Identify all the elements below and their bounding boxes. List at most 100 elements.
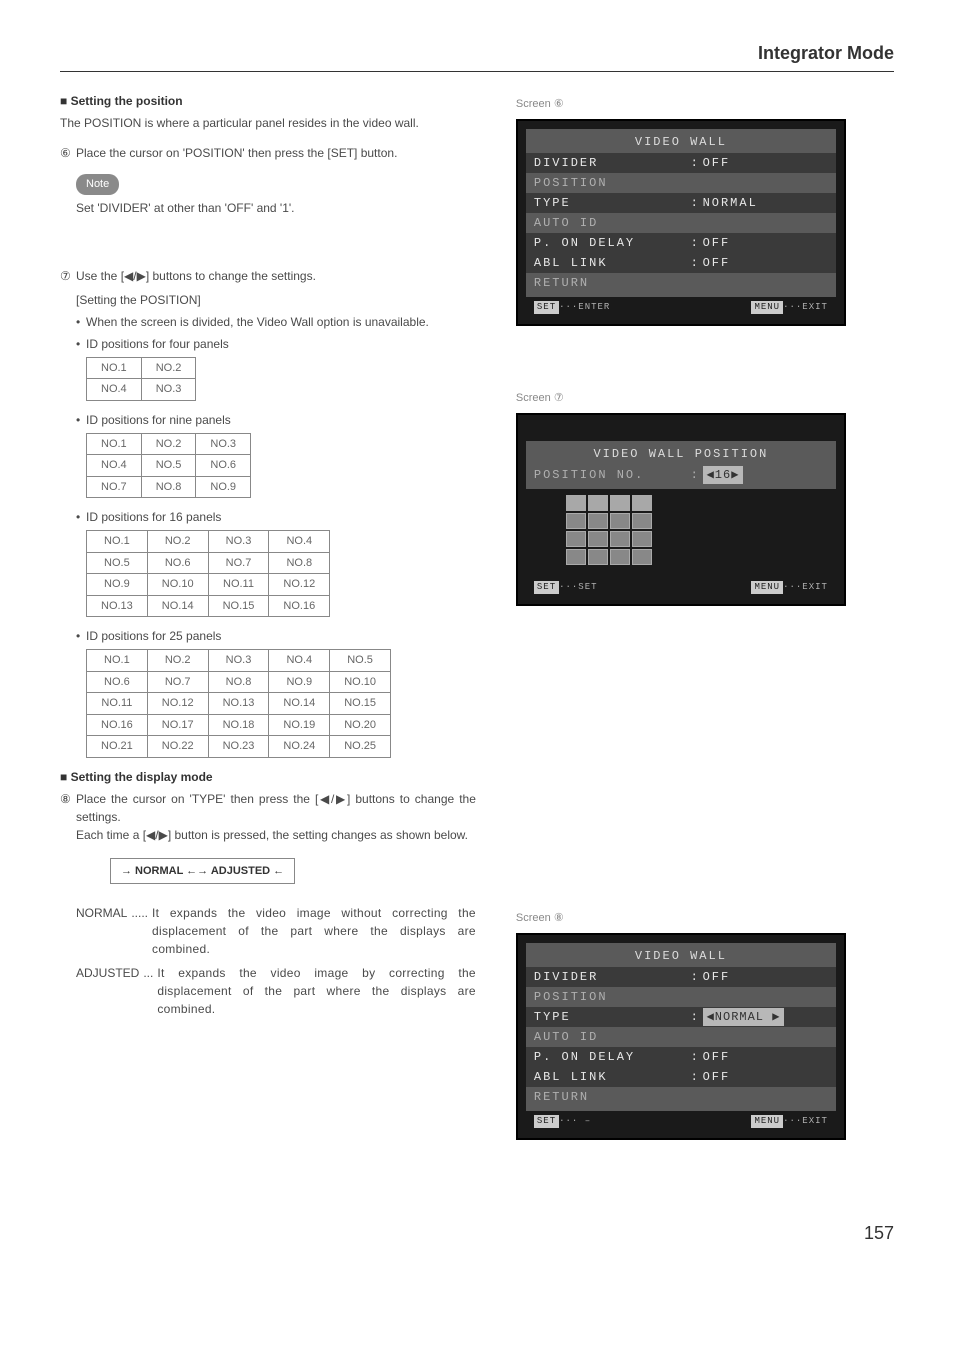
position-cell: [566, 495, 586, 511]
table-cell: NO.13: [87, 595, 148, 617]
position-bullets: When the screen is divided, the Video Wa…: [76, 313, 476, 353]
def-normal-dots: .....: [127, 904, 152, 958]
osd-row: RETURN: [526, 1087, 836, 1107]
table-cell: NO.10: [147, 574, 208, 596]
content-columns: ■ Setting the position The POSITION is w…: [60, 92, 894, 1180]
menu-btn-icon: MENU: [751, 1115, 783, 1129]
table-cell: NO.10: [330, 671, 391, 693]
mode-cycle-box: → NORMAL ←→ ADJUSTED ←: [110, 858, 295, 885]
table-cell: NO.7: [147, 671, 208, 693]
bullet-25-panels: ID positions for 25 panels: [76, 627, 476, 645]
note-pill: Note: [76, 174, 119, 195]
page-header: Integrator Mode: [60, 40, 894, 72]
table-cell: NO.5: [330, 650, 391, 672]
table-cell: NO.3: [208, 531, 269, 553]
table-cell: NO.16: [87, 714, 148, 736]
table-cell: NO.1: [87, 650, 148, 672]
osd-7-foot: SET···SET MENU···EXIT: [526, 577, 836, 597]
page-number: 157: [60, 1220, 894, 1247]
osd-8-foot-left: SET··· –: [534, 1115, 591, 1129]
table-cell: NO.12: [147, 693, 208, 715]
position-cell: [610, 549, 630, 565]
section-setting-position: ■ Setting the position: [60, 92, 476, 110]
position-cell: [566, 531, 586, 547]
table-cell: NO.1: [87, 357, 142, 379]
osd-7-key: POSITION NO.: [534, 466, 691, 484]
table-cell: NO.3: [196, 433, 251, 455]
position-cell: [566, 513, 586, 529]
table-cell: NO.2: [147, 650, 208, 672]
table-cell: NO.15: [330, 693, 391, 715]
table-cell: NO.7: [87, 476, 142, 498]
table-cell: NO.15: [208, 595, 269, 617]
osd-row: TYPE:◀NORMAL ▶: [526, 1007, 836, 1027]
table-cell: NO.9: [196, 476, 251, 498]
table-cell: NO.1: [87, 433, 142, 455]
osd-7-foot-left: SET···SET: [534, 581, 598, 595]
osd-6-foot-right: MENU···EXIT: [751, 301, 827, 315]
osd-8-rows: DIVIDER:OFFPOSITIONTYPE:◀NORMAL ▶AUTO ID…: [526, 967, 836, 1107]
setting-position-label: [Setting the POSITION]: [76, 291, 476, 309]
position-cell: [632, 531, 652, 547]
table-cell: NO.8: [141, 476, 196, 498]
table-cell: NO.14: [269, 693, 330, 715]
note-block: Note Set 'DIVIDER' at other than 'OFF' a…: [76, 168, 476, 217]
definition-list: NORMAL ..... It expands the video image …: [76, 904, 476, 1018]
header-title: Integrator Mode: [758, 43, 894, 63]
table-9-panels: NO.1NO.2NO.3NO.4NO.5NO.6NO.7NO.8NO.9: [86, 433, 251, 499]
position-bullets-16: ID positions for 16 panels: [76, 508, 476, 526]
screen-7-label: Screen ⑦: [516, 390, 894, 407]
def-normal-desc: It expands the video image without corre…: [152, 904, 476, 958]
table-cell: NO.17: [147, 714, 208, 736]
table-16-panels: NO.1NO.2NO.3NO.4NO.5NO.6NO.7NO.8NO.9NO.1…: [86, 530, 330, 617]
def-adjusted-term: ADJUSTED: [76, 964, 139, 1018]
def-adjusted: ADJUSTED ... It expands the video image …: [76, 964, 476, 1018]
position-bullets-25: ID positions for 25 panels: [76, 627, 476, 645]
osd-row: ABL LINK:OFF: [526, 253, 836, 273]
position-cell: [632, 549, 652, 565]
bullet-divided: When the screen is divided, the Video Wa…: [76, 313, 476, 331]
table-cell: NO.9: [269, 671, 330, 693]
screen-6-label: Screen ⑥: [516, 96, 894, 113]
osd-6-foot: SET···ENTER MENU···EXIT: [526, 297, 836, 317]
bullet-16-panels: ID positions for 16 panels: [76, 508, 476, 526]
table-cell: NO.5: [141, 455, 196, 477]
table-cell: NO.1: [87, 531, 148, 553]
osd-screen-7: VIDEO WALL POSITION POSITION NO. : ◀16▶ …: [516, 413, 846, 607]
table-cell: NO.9: [87, 574, 148, 596]
table-cell: NO.2: [141, 433, 196, 455]
step-7-text: Use the [◀/▶] buttons to change the sett…: [76, 267, 476, 285]
position-cell: [588, 513, 608, 529]
osd-6-title: VIDEO WALL: [526, 131, 836, 153]
osd-7-title: VIDEO WALL POSITION: [526, 443, 836, 465]
table-cell: NO.8: [269, 552, 330, 574]
table-cell: NO.8: [208, 671, 269, 693]
step-8-text-wrap: Place the cursor on 'TYPE' then press th…: [76, 790, 476, 844]
table-cell: NO.6: [87, 671, 148, 693]
step-8-text: Place the cursor on 'TYPE' then press th…: [76, 792, 476, 824]
osd-7-row: POSITION NO. : ◀16▶: [526, 465, 836, 485]
table-cell: NO.25: [330, 736, 391, 758]
step-7-num: ⑦: [60, 267, 76, 285]
osd-8-foot-right: MENU···EXIT: [751, 1115, 827, 1129]
step-6-text: Place the cursor on 'POSITION' then pres…: [76, 144, 476, 162]
table-cell: NO.2: [147, 531, 208, 553]
table-cell: NO.24: [269, 736, 330, 758]
right-column: Screen ⑥ VIDEO WALL DIVIDER:OFFPOSITIONT…: [516, 92, 894, 1180]
table-cell: NO.4: [269, 531, 330, 553]
osd-7-value: ◀16▶: [703, 466, 828, 484]
table-cell: NO.13: [208, 693, 269, 715]
table-cell: NO.18: [208, 714, 269, 736]
position-cell: [610, 513, 630, 529]
position-cell: [566, 549, 586, 565]
osd-8-title: VIDEO WALL: [526, 945, 836, 967]
def-adjusted-dots: ...: [139, 964, 157, 1018]
osd-7-position-grid: [526, 489, 836, 577]
table-cell: NO.2: [141, 357, 196, 379]
table-cell: NO.23: [208, 736, 269, 758]
osd-row: AUTO ID: [526, 1027, 836, 1047]
step-8: ⑧ Place the cursor on 'TYPE' then press …: [60, 790, 476, 844]
table-cell: NO.19: [269, 714, 330, 736]
menu-btn-icon: MENU: [751, 301, 783, 315]
bullet-4-panels: ID positions for four panels: [76, 335, 476, 353]
